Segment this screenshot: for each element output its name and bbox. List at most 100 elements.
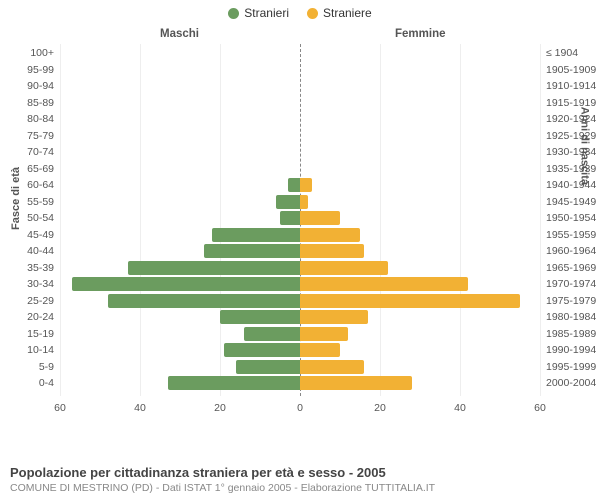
age-label: 75-79 (4, 129, 54, 144)
bar-male (220, 310, 300, 324)
x-tick-label: 60 (54, 402, 66, 414)
swatch-female (307, 8, 318, 19)
bar-male (276, 195, 300, 209)
year-label: 1920-1924 (546, 112, 600, 127)
year-label: 1935-1939 (546, 162, 600, 177)
bar-male (212, 228, 300, 242)
legend-item-female: Straniere (307, 6, 372, 20)
swatch-male (228, 8, 239, 19)
year-label: 1910-1914 (546, 79, 600, 94)
x-tick-label: 40 (134, 402, 146, 414)
bar-male (108, 294, 300, 308)
year-label: 1970-1974 (546, 277, 600, 292)
year-label: 1940-1944 (546, 178, 600, 193)
bar-male (244, 327, 300, 341)
age-label: 80-84 (4, 112, 54, 127)
year-label: 1950-1954 (546, 211, 600, 226)
year-label: 1945-1949 (546, 195, 600, 210)
age-label: 60-64 (4, 178, 54, 193)
age-row: 15-191985-1989 (60, 327, 540, 342)
bar-female (300, 178, 312, 192)
legend-label-male: Stranieri (244, 6, 289, 20)
age-row: 65-691935-1939 (60, 162, 540, 177)
header-male: Maschi (160, 28, 199, 40)
bar-male (168, 376, 300, 390)
bar-male (204, 244, 300, 258)
year-label: 1955-1959 (546, 228, 600, 243)
bar-male (128, 261, 300, 275)
age-label: 30-34 (4, 277, 54, 292)
age-label: 55-59 (4, 195, 54, 210)
age-label: 85-89 (4, 96, 54, 111)
x-tick-label: 60 (534, 402, 546, 414)
plot: 100+≤ 190495-991905-190990-941910-191485… (60, 44, 540, 414)
age-label: 15-19 (4, 327, 54, 342)
bar-female (300, 228, 360, 242)
header-female: Femmine (395, 28, 446, 40)
year-label: 1965-1969 (546, 261, 600, 276)
year-label: 1915-1919 (546, 96, 600, 111)
chart-title: Popolazione per cittadinanza straniera p… (10, 465, 590, 480)
age-label: 100+ (4, 46, 54, 61)
bar-male (236, 360, 300, 374)
age-label: 0-4 (4, 376, 54, 391)
bar-male (72, 277, 300, 291)
year-label: 1925-1929 (546, 129, 600, 144)
legend-label-female: Straniere (323, 6, 372, 20)
age-row: 30-341970-1974 (60, 277, 540, 292)
age-row: 40-441960-1964 (60, 244, 540, 259)
bar-female (300, 277, 468, 291)
bar-female (300, 211, 340, 225)
bar-male (288, 178, 300, 192)
age-row: 35-391965-1969 (60, 261, 540, 276)
age-row: 0-42000-2004 (60, 376, 540, 391)
age-label: 35-39 (4, 261, 54, 276)
bar-male (224, 343, 300, 357)
age-row: 45-491955-1959 (60, 228, 540, 243)
year-label: 1995-1999 (546, 360, 600, 375)
age-label: 40-44 (4, 244, 54, 259)
legend-item-male: Stranieri (228, 6, 289, 20)
age-label: 5-9 (4, 360, 54, 375)
x-tick-label: 20 (374, 402, 386, 414)
age-label: 25-29 (4, 294, 54, 309)
bar-female (300, 360, 364, 374)
age-row: 85-891915-1919 (60, 96, 540, 111)
age-row: 5-91995-1999 (60, 360, 540, 375)
chart-area: 100+≤ 190495-991905-190990-941910-191485… (60, 44, 540, 434)
year-label: 1960-1964 (546, 244, 600, 259)
x-tick-label: 40 (454, 402, 466, 414)
bar-female (300, 261, 388, 275)
year-label: ≤ 1904 (546, 46, 600, 61)
chart-footer: Popolazione per cittadinanza straniera p… (10, 465, 590, 494)
age-row: 100+≤ 1904 (60, 46, 540, 61)
x-tick-label: 0 (297, 402, 303, 414)
chart-subtitle: COMUNE DI MESTRINO (PD) - Dati ISTAT 1° … (10, 482, 590, 494)
bar-female (300, 327, 348, 341)
bar-female (300, 195, 308, 209)
year-label: 1930-1934 (546, 145, 600, 160)
age-label: 95-99 (4, 63, 54, 78)
legend: Stranieri Straniere (0, 0, 600, 22)
bar-female (300, 244, 364, 258)
age-label: 70-74 (4, 145, 54, 160)
year-label: 1985-1989 (546, 327, 600, 342)
x-tick-label: 20 (214, 402, 226, 414)
age-row: 70-741930-1934 (60, 145, 540, 160)
age-row: 50-541950-1954 (60, 211, 540, 226)
year-label: 1905-1909 (546, 63, 600, 78)
bar-male (280, 211, 300, 225)
age-label: 10-14 (4, 343, 54, 358)
age-row: 10-141990-1994 (60, 343, 540, 358)
bar-female (300, 343, 340, 357)
gridline (540, 44, 541, 396)
age-row: 55-591945-1949 (60, 195, 540, 210)
age-row: 75-791925-1929 (60, 129, 540, 144)
age-row: 20-241980-1984 (60, 310, 540, 325)
age-label: 50-54 (4, 211, 54, 226)
age-row: 80-841920-1924 (60, 112, 540, 127)
age-label: 65-69 (4, 162, 54, 177)
year-label: 2000-2004 (546, 376, 600, 391)
bar-female (300, 310, 368, 324)
bar-female (300, 294, 520, 308)
